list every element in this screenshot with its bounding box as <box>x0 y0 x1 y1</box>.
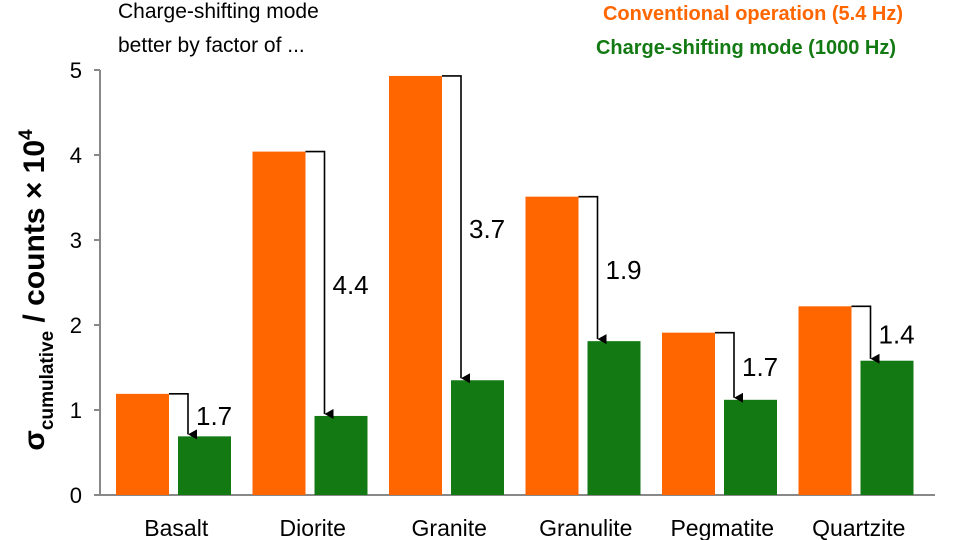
y-axis-label: σcumulative / counts × 104 <box>16 129 58 451</box>
ratio-arrow <box>169 393 197 440</box>
factor-label: 4.4 <box>333 270 369 300</box>
ratio-arrow <box>851 305 880 364</box>
bar-charge-shifting-granulite <box>587 341 641 495</box>
ratio-arrow <box>578 195 607 345</box>
bar-conventional-diorite <box>252 151 306 495</box>
x-tick-label: Granulite <box>539 515 632 540</box>
bar-conventional-basalt <box>116 393 169 495</box>
factor-label: 1.4 <box>879 320 915 350</box>
x-tick-label: Pegmatite <box>670 515 774 540</box>
y-tick-label: 2 <box>70 313 82 338</box>
bar-conventional-pegmatite <box>662 332 715 495</box>
factor-label: 1.9 <box>606 255 642 285</box>
bar-conventional-granite <box>389 75 442 495</box>
bar-charge-shifting-pegmatite <box>724 399 777 495</box>
bar-charge-shifting-diorite <box>314 415 368 495</box>
y-tick-label: 0 <box>70 483 82 508</box>
legend-entry-charge-shifting: Charge-shifting mode (1000 Hz) <box>596 37 896 59</box>
legend-entry-conventional: Conventional operation (5.4 Hz) <box>603 3 903 25</box>
x-tick-label: Quartzite <box>812 515 905 540</box>
x-tick-label: Basalt <box>144 515 209 540</box>
ratio-arrow <box>715 331 743 403</box>
factor-label: 3.7 <box>469 214 505 244</box>
x-tick-label: Granite <box>412 515 487 540</box>
bar-charge-shifting-basalt <box>178 436 231 495</box>
ratio-arrow <box>305 150 334 419</box>
y-tick-label: 5 <box>70 58 82 83</box>
bar-charge-shifting-quartzite <box>860 360 914 495</box>
bar-charge-shifting-granite <box>451 380 504 495</box>
factor-label: 1.7 <box>742 352 778 382</box>
y-tick-label: 1 <box>70 398 82 423</box>
y-tick-label: 3 <box>70 228 82 253</box>
x-tick-label: Diorite <box>280 515 346 540</box>
y-tick-label: 4 <box>70 143 82 168</box>
bar-conventional-quartzite <box>798 306 852 495</box>
chart-annotation: Charge-shifting mode better by factor of… <box>118 0 325 57</box>
factor-label: 1.7 <box>196 401 232 431</box>
ratio-arrow <box>442 75 470 384</box>
bar-conventional-granulite <box>525 196 579 495</box>
